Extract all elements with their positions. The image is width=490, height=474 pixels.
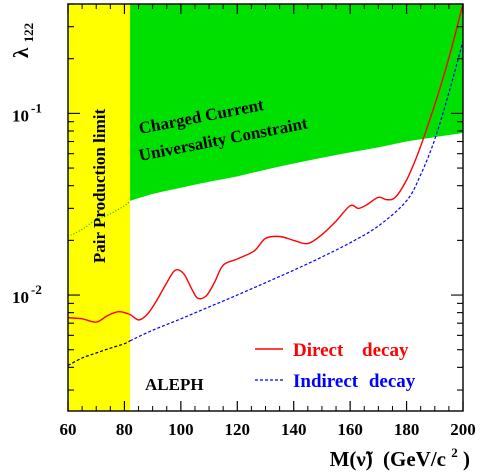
shaded-regions bbox=[68, 4, 463, 411]
x-tick-label: 160 bbox=[337, 420, 363, 439]
legend: Direct decay Indirect decay bbox=[255, 340, 416, 392]
pair-production-region bbox=[68, 4, 131, 411]
pair-production-label: Pair Production limit bbox=[90, 109, 109, 264]
legend-label-direct: Direct decay bbox=[293, 340, 409, 361]
experiment-label: ALEPH bbox=[145, 375, 204, 394]
series-line-0 bbox=[67, 3, 464, 323]
y-axis-label-sub: 122 bbox=[21, 23, 36, 43]
y-tick-label: 10 -2 bbox=[12, 282, 42, 307]
x-tick-label: 120 bbox=[225, 420, 251, 439]
x-tick-label: 100 bbox=[168, 420, 194, 439]
x-tick-label: 80 bbox=[116, 420, 133, 439]
y-tick-label: 10 -1 bbox=[12, 100, 42, 125]
legend-label-direct-rest: decay bbox=[362, 340, 409, 361]
x-axis-label-main: M(ν̃) bbox=[330, 447, 373, 471]
y-axis-label-base: λ bbox=[9, 47, 33, 58]
charged-current-region bbox=[130, 4, 463, 201]
series-line-2 bbox=[67, 340, 131, 366]
y-axis-label: λ 122 bbox=[9, 23, 36, 58]
x-tick-label: 200 bbox=[450, 420, 476, 439]
series-lines bbox=[67, 3, 464, 366]
x-tick-label: 180 bbox=[394, 420, 420, 439]
legend-label-indirect-main: Indirect bbox=[293, 371, 359, 392]
x-axis-label-close: ) bbox=[463, 447, 470, 471]
axis-ticks: 60 80 100 120 140 160 180 200 10-2 10-1 bbox=[12, 3, 476, 439]
x-axis-label: M(ν̃) (GeV/c 2 ) bbox=[330, 438, 470, 471]
x-axis-label-unit: (GeV/c bbox=[383, 447, 446, 471]
legend-label-indirect: Indirect decay bbox=[293, 371, 416, 392]
x-tick-label: 60 bbox=[60, 420, 77, 439]
series-line-1 bbox=[129, 40, 464, 342]
x-axis-label-exp: 2 bbox=[451, 445, 458, 460]
legend-label-indirect-rest: decay bbox=[369, 371, 416, 392]
legend-label-direct-main: Direct bbox=[293, 340, 344, 361]
x-tick-label: 140 bbox=[281, 420, 307, 439]
